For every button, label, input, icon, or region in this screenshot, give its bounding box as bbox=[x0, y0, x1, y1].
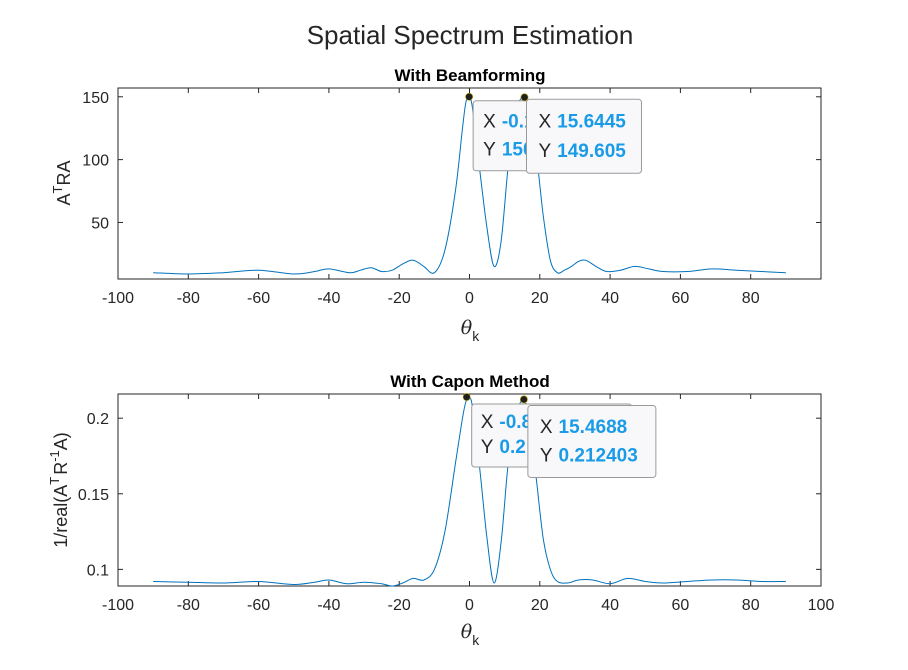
capon-axes-title: With Capon Method bbox=[390, 372, 549, 391]
beamforming-datatip-marker[interactable] bbox=[520, 93, 529, 102]
beamforming-datatip-key: Y bbox=[483, 139, 496, 160]
capon-ticks: -100 -80 -60 -40 -20 0 20 40 60 80 100 0.1 0.15 0.2 bbox=[78, 394, 835, 614]
beamforming-x-axis-label: θk bbox=[461, 317, 480, 344]
beamforming-datatip-value: 149.605 bbox=[557, 141, 626, 162]
beamforming-datatip-2[interactable]: X 15.6445 Y 149.605 bbox=[520, 93, 642, 174]
capon-x-axis-subscript: k bbox=[472, 632, 480, 648]
beamforming-x-tick-label: -80 bbox=[177, 290, 200, 307]
capon-y-tick-label: 0.1 bbox=[87, 562, 109, 579]
beamforming-axes-title: With Beamforming bbox=[395, 66, 546, 85]
capon-datatip-y-row: Y 0.212403 bbox=[540, 446, 638, 467]
capon-datatip-value: 15.4688 bbox=[559, 417, 628, 438]
capon-y-axis-label: 1/real(ATR-1A) bbox=[47, 432, 71, 548]
beamforming-y-axis-label: ATRA bbox=[50, 161, 74, 206]
beamforming-y-axis-label-tail: RA bbox=[54, 161, 74, 186]
capon-datatip-x-row: X -0.8 bbox=[481, 412, 532, 433]
capon-y-axis-label-sup1: T bbox=[47, 477, 62, 485]
capon-x-tick-label: 100 bbox=[808, 597, 835, 614]
capon-x-axis-label: θk bbox=[461, 621, 480, 648]
beamforming-ticks: -100 -80 -60 -40 -20 0 20 40 60 80 50 100 150 bbox=[82, 88, 821, 307]
beamforming-y-tick-label: 100 bbox=[82, 153, 109, 170]
capon-x-tick-label: 40 bbox=[601, 597, 619, 614]
capon-datatip-x-row: X 15.4688 bbox=[540, 417, 627, 438]
capon-datatip-box bbox=[527, 404, 657, 478]
beamforming-y-axis-label-sup: T bbox=[50, 185, 65, 193]
beamforming-datatip-x-row: X 15.6445 bbox=[538, 111, 626, 132]
capon-datatip-value: -0.8 bbox=[499, 412, 532, 433]
capon-datatip-key: X bbox=[481, 412, 494, 433]
capon-datatip-y-row: Y 0.2 bbox=[481, 437, 526, 458]
capon-x-tick-label: 20 bbox=[531, 597, 549, 614]
capon-datatip-marker[interactable] bbox=[519, 395, 528, 404]
beamforming-datatip-marker[interactable] bbox=[465, 92, 474, 101]
beamforming-axes: With Beamforming -100 -80 -60 -40 -20 0 20 40 60… bbox=[50, 66, 822, 344]
beamforming-y-tick-label: 50 bbox=[91, 215, 109, 232]
capon-datatip-2[interactable]: X 15.4688 Y 0.212403 bbox=[519, 395, 657, 478]
beamforming-x-tick-label: 80 bbox=[742, 290, 760, 307]
beamforming-x-tick-label: 60 bbox=[672, 290, 690, 307]
beamforming-x-tick-label: -40 bbox=[317, 290, 340, 307]
beamforming-datatip-key: Y bbox=[538, 141, 551, 162]
capon-spectrum-line bbox=[153, 396, 786, 587]
capon-datatip-key: Y bbox=[540, 446, 553, 467]
beamforming-x-tick-label: 40 bbox=[601, 290, 619, 307]
capon-x-tick-label: 80 bbox=[742, 597, 760, 614]
beamforming-spectrum-line bbox=[153, 95, 786, 275]
beamforming-x-tick-label: 20 bbox=[531, 290, 549, 307]
beamforming-x-tick-label: -60 bbox=[247, 290, 270, 307]
figure-title: Spatial Spectrum Estimation bbox=[307, 20, 634, 50]
beamforming-datatip-key: X bbox=[538, 111, 551, 132]
beamforming-x-tick-label: -100 bbox=[102, 290, 134, 307]
beamforming-y-axis-label-a: A bbox=[54, 193, 74, 205]
beamforming-x-axis-subscript: k bbox=[472, 328, 480, 344]
capon-y-axis-label-tail: A) bbox=[51, 432, 71, 450]
capon-x-tick-label: -100 bbox=[102, 597, 134, 614]
capon-y-axis-label-a: 1/real(A bbox=[51, 485, 71, 548]
beamforming-plot-area bbox=[117, 87, 822, 280]
capon-y-axis-label-sup2: -1 bbox=[47, 450, 62, 462]
capon-axes: With Capon Method -100 -80 -60 -40 -20 0 20 40 6… bbox=[47, 372, 834, 648]
beamforming-datatip-key: X bbox=[483, 111, 496, 132]
capon-x-tick-label: -20 bbox=[388, 597, 411, 614]
capon-datatip-key: Y bbox=[481, 437, 494, 458]
capon-y-tick-label: 0.2 bbox=[87, 411, 109, 428]
capon-x-tick-label: -40 bbox=[317, 597, 340, 614]
beamforming-datatip-y-row: Y 150 bbox=[483, 139, 533, 160]
beamforming-datatip-value: 15.6445 bbox=[557, 111, 626, 132]
capon-datatip-key: X bbox=[540, 417, 553, 438]
beamforming-datatip-box bbox=[525, 98, 642, 174]
beamforming-x-tick-label: 0 bbox=[465, 290, 474, 307]
capon-y-axis-label-mid: R bbox=[51, 462, 71, 475]
capon-x-tick-label: 0 bbox=[465, 597, 474, 614]
capon-datatip-value: 0.2 bbox=[499, 437, 525, 458]
capon-plot-area bbox=[117, 393, 822, 587]
beamforming-y-tick-label: 150 bbox=[82, 90, 109, 107]
beamforming-datatip-y-row: Y 149.605 bbox=[538, 141, 626, 162]
beamforming-datatip-value: 150 bbox=[502, 139, 534, 160]
capon-x-tick-label: -80 bbox=[177, 597, 200, 614]
capon-y-tick-label: 0.15 bbox=[78, 487, 109, 504]
capon-datatip-marker[interactable] bbox=[462, 393, 471, 401]
capon-x-tick-label: -60 bbox=[247, 597, 270, 614]
beamforming-x-axis-symbol: θ bbox=[461, 317, 473, 339]
capon-datatip-value: 0.212403 bbox=[559, 446, 638, 467]
capon-x-axis-symbol: θ bbox=[461, 621, 473, 643]
capon-x-tick-label: 60 bbox=[672, 597, 690, 614]
beamforming-x-tick-label: -20 bbox=[388, 290, 411, 307]
